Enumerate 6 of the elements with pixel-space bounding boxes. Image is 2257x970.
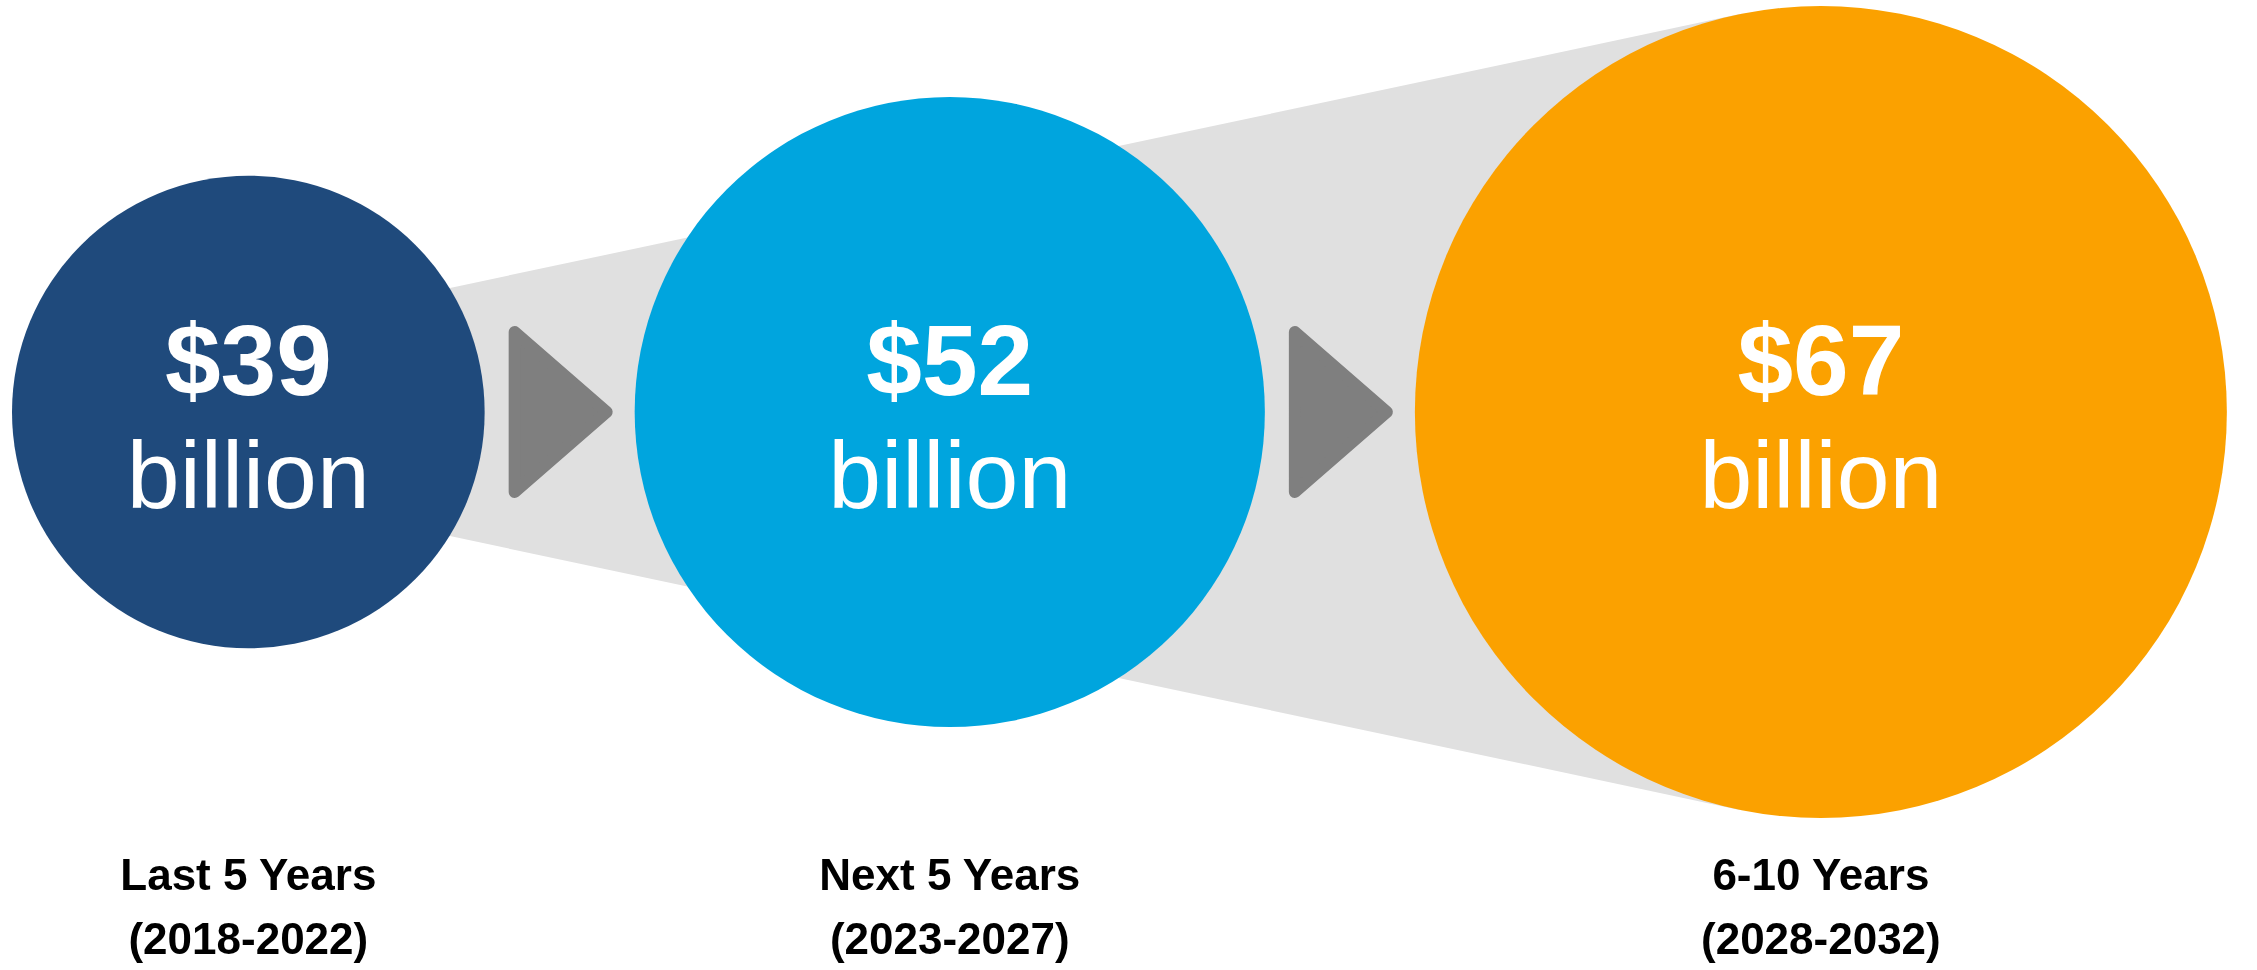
category-label: 6-10 Years (2028-2032) (1701, 850, 1941, 964)
data-label: $39 billion (126, 303, 370, 529)
category-label: Next 5 Years (2023-2027) (819, 850, 1081, 964)
data-label: $52 billion (828, 303, 1072, 529)
data-label: $67 billion (1699, 303, 1943, 529)
category-label: Last 5 Years (2018-2022) (120, 850, 377, 964)
